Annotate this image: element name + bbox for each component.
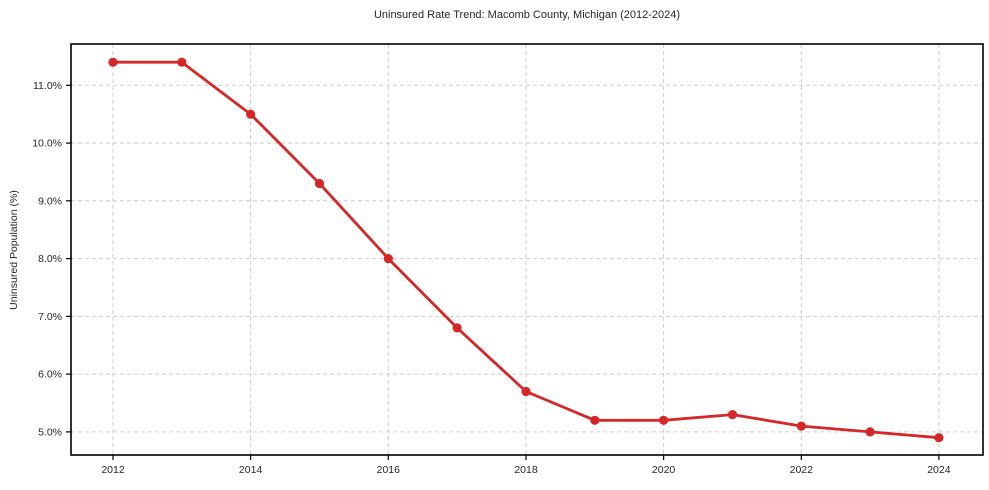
x-tick-label: 2016 [377, 464, 401, 476]
data-point-marker [108, 57, 118, 67]
data-point-marker [314, 178, 325, 189]
data-point-marker [590, 415, 600, 425]
x-tick-label: 2024 [927, 464, 951, 476]
data-point-marker [177, 57, 187, 67]
data-point-marker [383, 254, 393, 264]
chart-title: Uninsured Rate Trend: Macomb County, Mic… [373, 9, 681, 21]
y-tick-label: 10.0% [32, 138, 62, 150]
y-tick-label: 11.0% [33, 80, 62, 92]
data-point-marker [521, 386, 531, 397]
x-tick-label: 2012 [101, 464, 125, 476]
y-tick-label: 6.0% [38, 369, 62, 381]
x-tick-label: 2020 [652, 464, 676, 476]
data-point-marker [659, 415, 669, 425]
data-point-marker [796, 421, 806, 431]
data-point-marker [727, 410, 738, 420]
x-tick-label: 2018 [514, 464, 538, 476]
data-point-marker [865, 427, 875, 437]
y-tick-label: 9.0% [38, 195, 62, 207]
y-tick-label: 5.0% [38, 426, 62, 438]
x-tick-label: 2022 [790, 464, 814, 476]
plot-frame [70, 43, 984, 456]
x-tick-label: 2014 [239, 464, 263, 476]
y-tick-label: 8.0% [38, 253, 62, 265]
data-point-marker [934, 433, 944, 443]
data-point-marker [452, 323, 462, 333]
data-point-marker [246, 109, 256, 119]
y-tick-label: 7.0% [38, 311, 62, 323]
